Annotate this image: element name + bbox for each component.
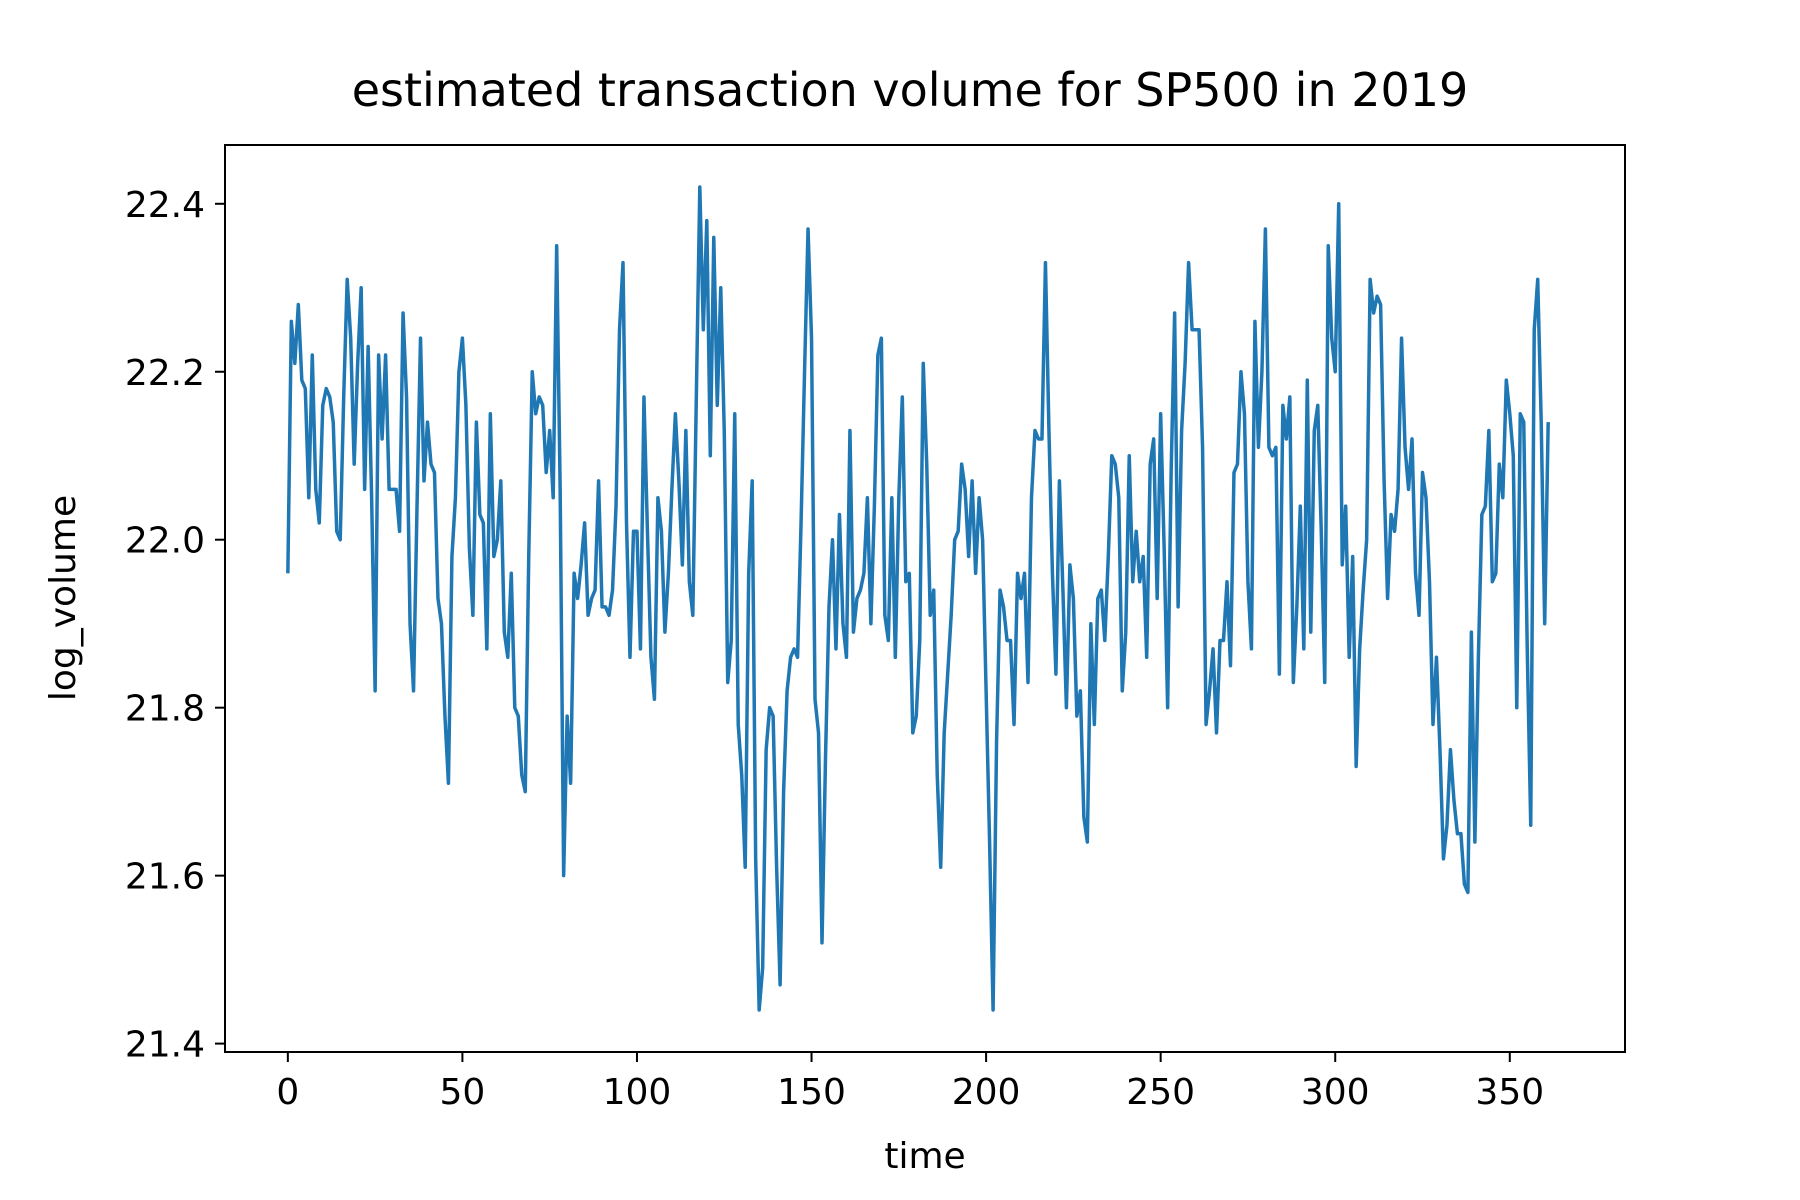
x-tick-label: 50	[440, 1072, 486, 1113]
series-line	[286, 185, 1550, 1012]
x-tick-label: 100	[603, 1072, 672, 1113]
x-tick-label: 150	[777, 1072, 846, 1113]
x-axis: 0 50 100 150 200 250 300 350	[276, 1052, 1544, 1113]
y-axis: 21.4 21.6 21.8 22.0 22.2 22.4	[125, 185, 225, 1066]
y-tick-label: 22.2	[125, 353, 205, 394]
y-tick-label: 22.0	[125, 521, 205, 562]
x-tick-label: 0	[276, 1072, 299, 1113]
y-axis-label: log_volume	[43, 495, 84, 701]
y-tick-label: 21.6	[125, 857, 205, 898]
x-tick-label: 350	[1475, 1072, 1544, 1113]
plot-area	[224, 144, 1626, 1053]
x-tick-label: 250	[1126, 1072, 1195, 1113]
data-points	[287, 186, 1549, 1011]
y-tick-label: 22.4	[125, 185, 205, 226]
x-axis-label: time	[884, 1136, 965, 1177]
y-tick-label: 21.8	[125, 689, 205, 730]
x-tick-label: 200	[952, 1072, 1021, 1113]
axes-frame	[224, 144, 1626, 1053]
chart-title: estimated transaction volume for SP500 i…	[352, 63, 1469, 117]
y-tick-label: 21.4	[125, 1025, 205, 1066]
x-tick-label: 300	[1301, 1072, 1370, 1113]
